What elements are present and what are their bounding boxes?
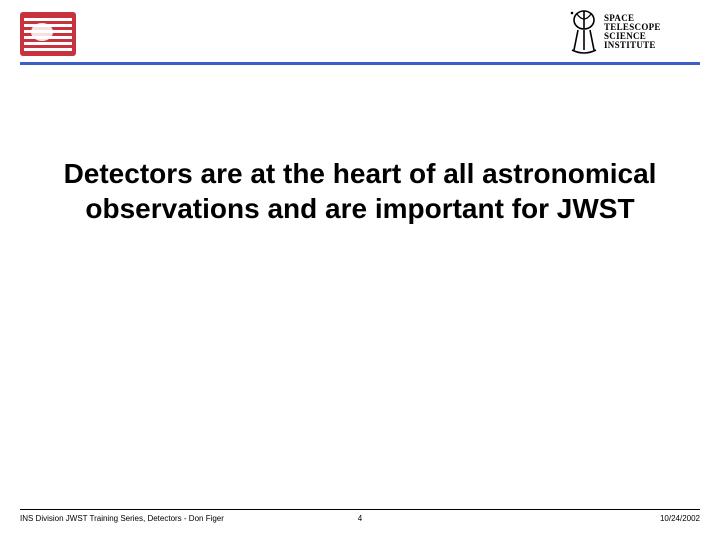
header-rule (20, 62, 700, 65)
logo-text-line: INSTITUTE (604, 41, 661, 50)
header: SPACE TELESCOPE SCIENCE INSTITUTE (0, 0, 720, 66)
left-logo-icon (20, 12, 76, 56)
right-logo-text: SPACE TELESCOPE SCIENCE INSTITUTE (604, 14, 661, 50)
page-title: Detectors are at the heart of all astron… (0, 156, 720, 226)
footer: INS Division JWST Training Series, Detec… (20, 514, 700, 528)
slide: SPACE TELESCOPE SCIENCE INSTITUTE Detect… (0, 0, 720, 540)
footer-left-text: INS Division JWST Training Series, Detec… (20, 514, 224, 523)
telescope-icon (568, 10, 600, 54)
footer-date: 10/24/2002 (660, 514, 700, 523)
footer-rule (20, 509, 700, 510)
footer-page-number: 4 (358, 514, 362, 523)
right-logo: SPACE TELESCOPE SCIENCE INSTITUTE (568, 8, 696, 56)
